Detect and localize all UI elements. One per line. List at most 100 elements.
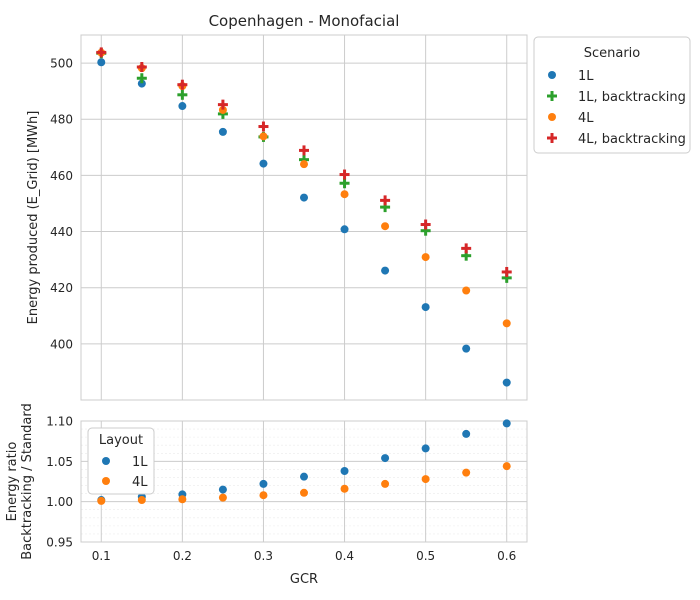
y-tick-label: 1.10 bbox=[46, 415, 73, 429]
legend-scenario: Scenario 1L 1L, backtracking 4L 4L, backtrac… bbox=[533, 36, 691, 154]
legend-marker bbox=[547, 91, 557, 101]
y-axis-label: Energy produced (E_Grid) [MWh] bbox=[26, 111, 41, 325]
data-point bbox=[218, 493, 227, 502]
data-point bbox=[339, 178, 350, 189]
legend-marker bbox=[547, 133, 557, 143]
data-point bbox=[218, 105, 227, 114]
data-point bbox=[462, 286, 471, 295]
legend-box bbox=[533, 36, 691, 154]
data-point bbox=[258, 121, 269, 132]
x-axis-label: GCR bbox=[290, 572, 318, 587]
data-point bbox=[462, 468, 471, 477]
data-point bbox=[502, 319, 511, 328]
series-1l bbox=[97, 419, 511, 505]
series-4l bbox=[97, 462, 511, 505]
data-point bbox=[421, 475, 430, 484]
data-point bbox=[217, 99, 228, 110]
y-axis-label: Energy ratio bbox=[5, 442, 20, 522]
data-point bbox=[502, 419, 511, 428]
data-point bbox=[502, 462, 511, 471]
data-point bbox=[136, 73, 147, 84]
legend-label: 4L bbox=[132, 475, 148, 490]
data-point bbox=[137, 496, 146, 505]
y-tick-label: 480 bbox=[50, 113, 73, 127]
data-point bbox=[136, 62, 147, 73]
plot-frame bbox=[80, 420, 528, 543]
data-point bbox=[421, 253, 430, 262]
data-point bbox=[259, 491, 268, 500]
legend-marker bbox=[548, 113, 556, 121]
x-tick-label: 0.1 bbox=[92, 549, 111, 563]
data-point bbox=[137, 79, 146, 88]
y-tick-label: 400 bbox=[50, 337, 73, 351]
y-tick-label: 1.05 bbox=[46, 455, 73, 469]
bottom-chart: 0.95 1.00 1.05 1.10 0.1 0.2 0.3 0.4 0.5 0.6 GCR Ene… bbox=[5, 403, 528, 587]
data-point bbox=[381, 222, 390, 231]
y-tick-label: 1.00 bbox=[46, 495, 73, 509]
data-point bbox=[421, 444, 430, 453]
legend-label: 4L, backtracking bbox=[578, 132, 686, 147]
series-1l bbox=[97, 58, 511, 387]
data-point bbox=[380, 195, 391, 206]
data-point bbox=[178, 495, 187, 504]
series-4l-backtracking bbox=[96, 47, 512, 277]
data-point bbox=[259, 159, 268, 168]
legend-layout: Layout 1L 4L bbox=[87, 427, 155, 495]
data-point bbox=[300, 160, 308, 169]
data-point bbox=[502, 378, 511, 387]
data-point bbox=[300, 472, 308, 481]
legend-label: 1L bbox=[578, 69, 594, 84]
data-point bbox=[96, 47, 107, 58]
legend-label: 1L bbox=[132, 455, 148, 470]
data-point bbox=[259, 132, 268, 141]
data-point bbox=[97, 58, 106, 67]
data-point bbox=[461, 243, 472, 254]
data-point bbox=[177, 79, 188, 90]
legend-title: Scenario bbox=[584, 46, 641, 61]
data-point bbox=[340, 467, 349, 476]
data-point bbox=[177, 89, 188, 100]
data-point bbox=[340, 225, 349, 234]
data-point bbox=[218, 127, 227, 136]
x-tick-label: 0.2 bbox=[173, 549, 192, 563]
y-tick-label: 460 bbox=[50, 169, 73, 183]
data-point bbox=[421, 303, 430, 312]
x-tick-label: 0.6 bbox=[497, 549, 516, 563]
x-tick-label: 0.4 bbox=[335, 549, 354, 563]
y-axis-label: Backtracking / Standard bbox=[20, 403, 35, 560]
legend-marker bbox=[548, 71, 556, 79]
data-point bbox=[300, 193, 308, 202]
plot-frame bbox=[80, 34, 528, 401]
data-point bbox=[381, 479, 390, 488]
data-point bbox=[339, 169, 350, 180]
x-tick-label: 0.3 bbox=[254, 549, 273, 563]
data-point bbox=[501, 266, 512, 277]
data-point bbox=[381, 454, 390, 463]
data-point bbox=[462, 429, 471, 438]
data-point bbox=[340, 484, 349, 493]
data-point bbox=[218, 485, 227, 494]
data-point bbox=[340, 190, 349, 199]
data-point bbox=[97, 496, 106, 505]
top-chart: 400 420 440 460 480 500 Copenhagen - Monofacia… bbox=[26, 12, 691, 401]
chart-title: Copenhagen - Monofacial bbox=[209, 12, 400, 30]
data-point bbox=[300, 488, 308, 497]
plot-area bbox=[81, 421, 527, 542]
legend-marker bbox=[102, 477, 110, 485]
data-point bbox=[299, 145, 309, 156]
x-tick-label: 0.5 bbox=[416, 549, 435, 563]
plot-area bbox=[81, 35, 527, 400]
y-tick-label: 440 bbox=[50, 225, 73, 239]
legend-marker bbox=[102, 457, 110, 465]
y-tick-label: 420 bbox=[50, 281, 73, 295]
data-point bbox=[462, 344, 471, 353]
legend-title: Layout bbox=[99, 433, 143, 448]
data-point bbox=[381, 266, 390, 275]
data-point bbox=[259, 479, 268, 488]
y-tick-label: 0.95 bbox=[46, 536, 73, 550]
legend-label: 4L bbox=[578, 111, 594, 126]
data-point bbox=[420, 219, 431, 230]
legend-label: 1L, backtracking bbox=[578, 90, 686, 105]
data-point bbox=[178, 102, 187, 111]
